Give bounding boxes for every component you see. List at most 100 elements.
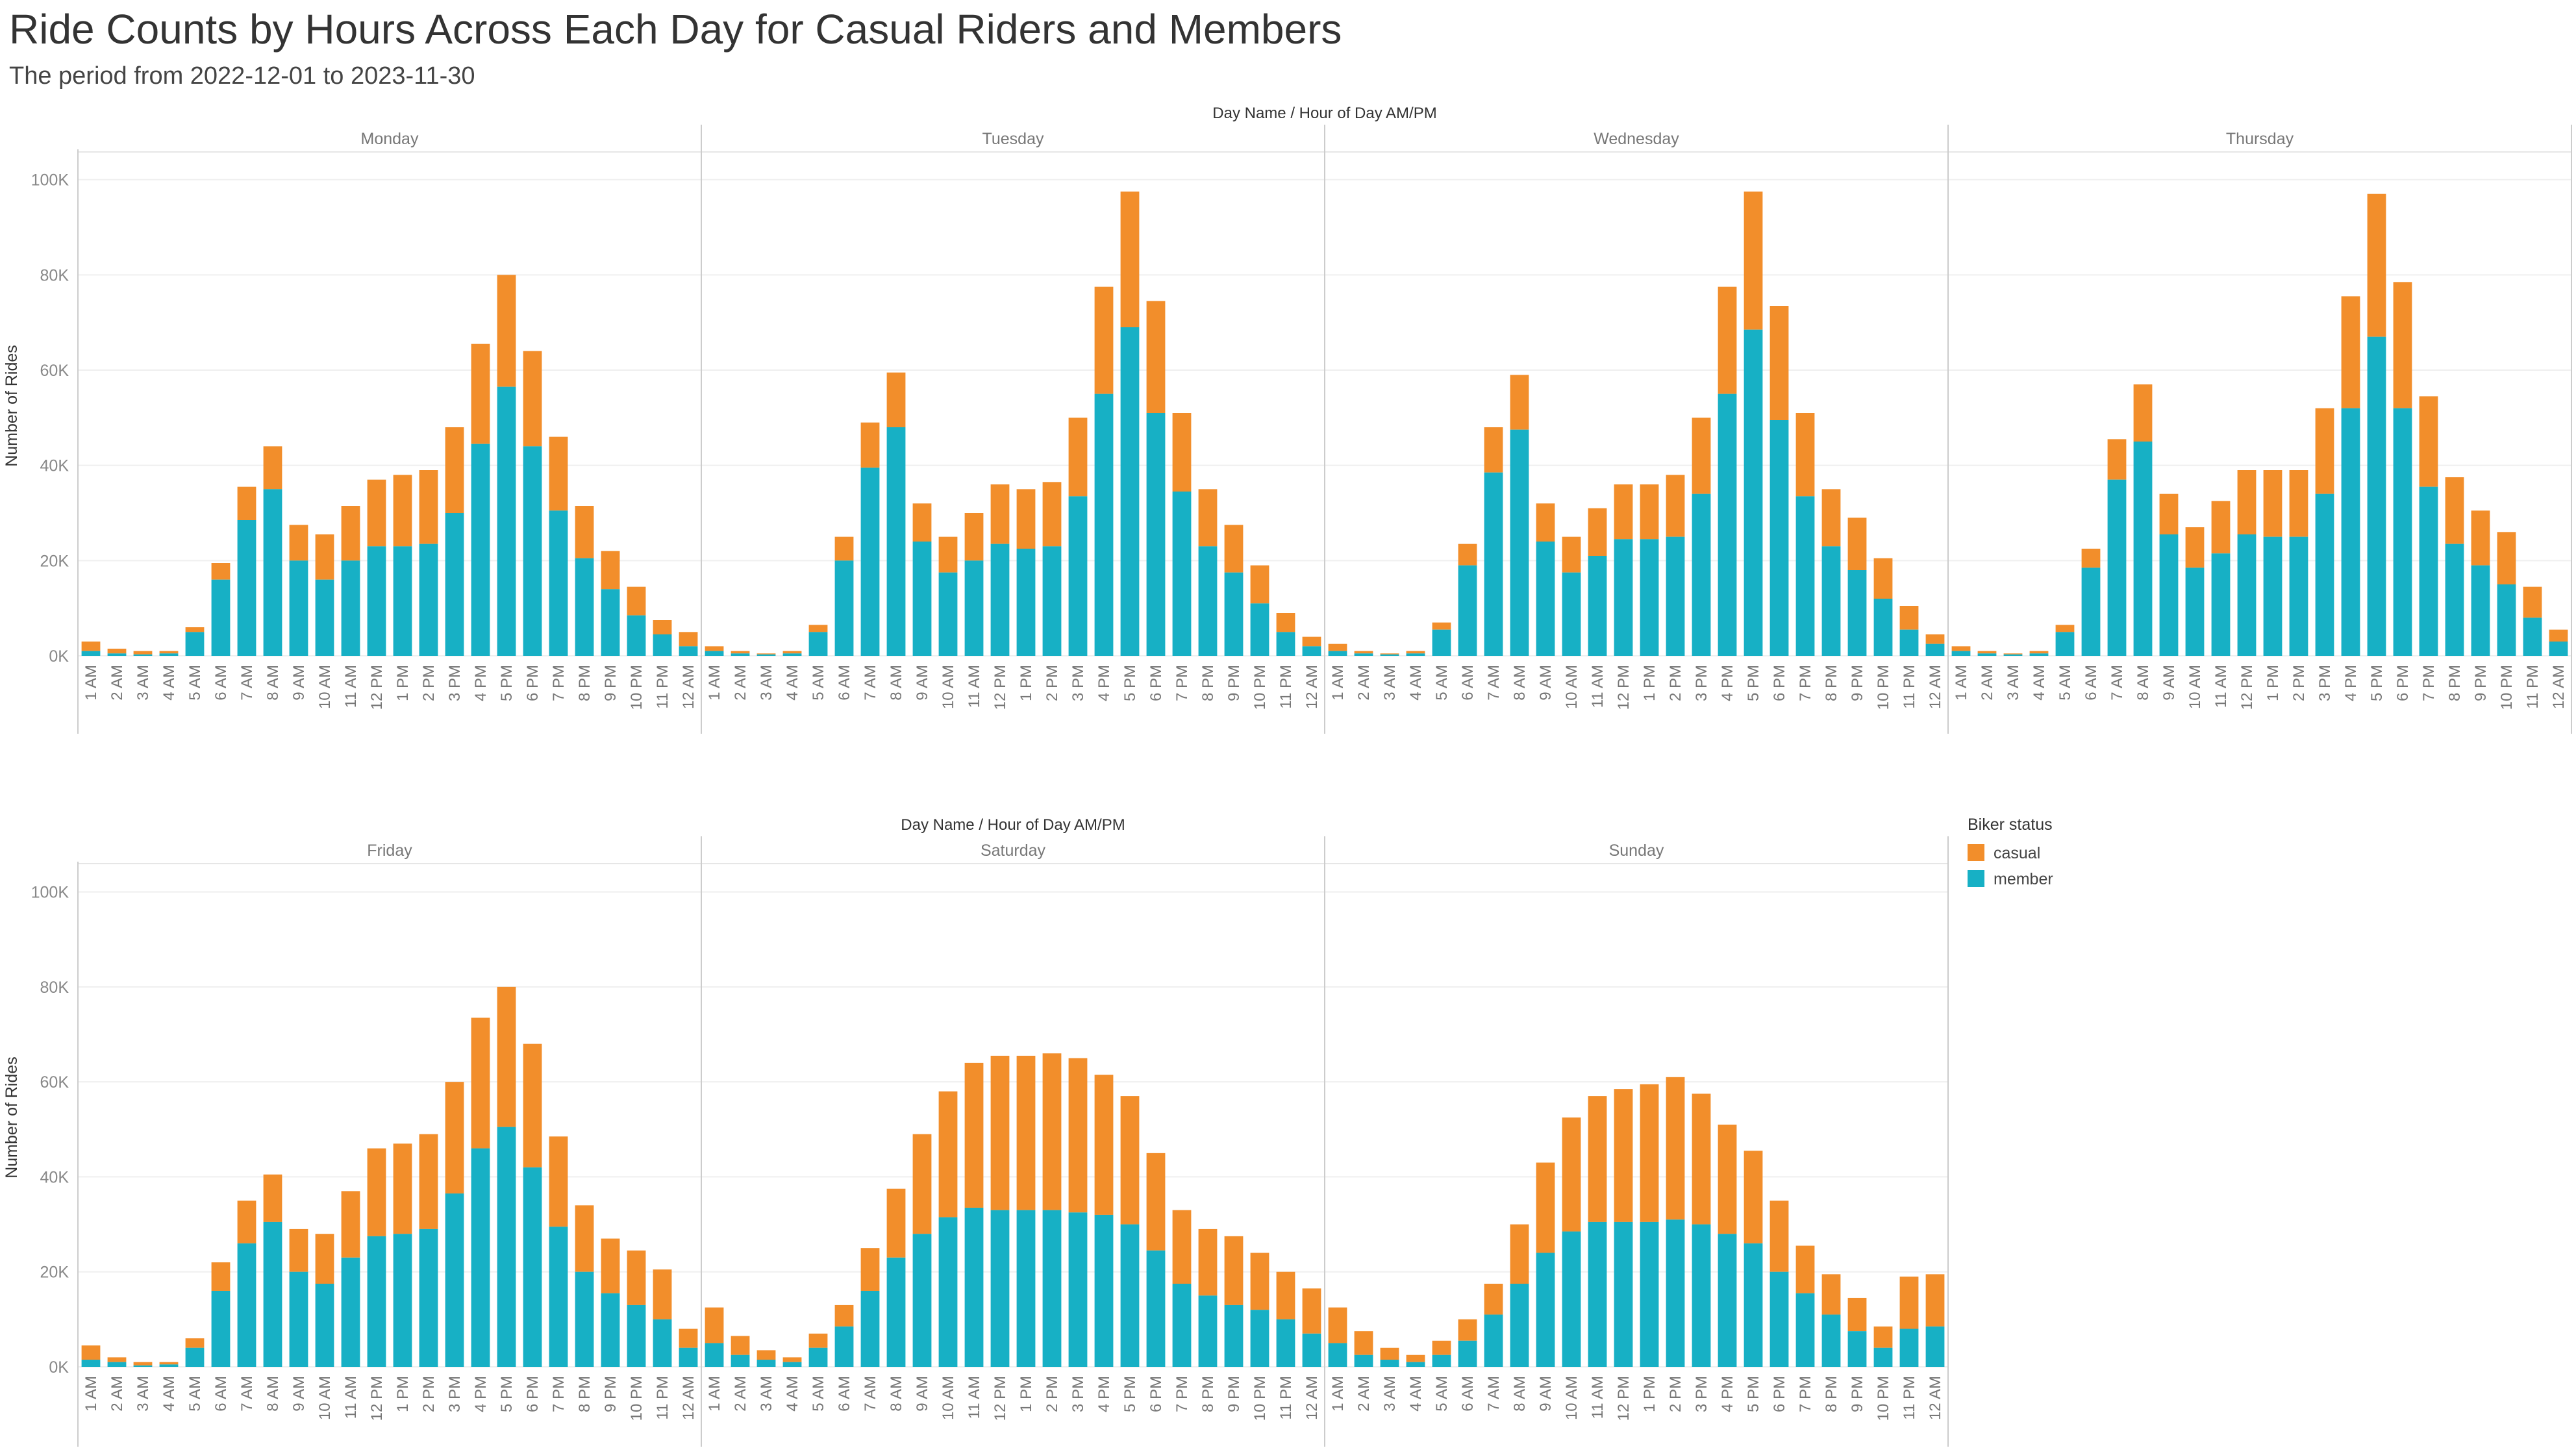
bar-casual bbox=[1510, 1224, 1529, 1284]
bar-member bbox=[1769, 420, 1789, 656]
x-tick-label: 10 PM bbox=[628, 665, 645, 710]
bar-member bbox=[1172, 1284, 1192, 1367]
bar-casual bbox=[627, 1250, 646, 1305]
bar-casual bbox=[964, 1062, 984, 1208]
bar-member bbox=[523, 1167, 542, 1367]
x-tick-label: 5 PM bbox=[2368, 665, 2386, 701]
x-tick-label: 6 PM bbox=[524, 665, 542, 701]
bar-casual bbox=[1536, 503, 1555, 542]
bar-casual bbox=[601, 1238, 620, 1293]
x-tick-label: 4 PM bbox=[1719, 665, 1736, 701]
bar-casual bbox=[1172, 413, 1192, 492]
x-tick-label: 5 AM bbox=[186, 1376, 204, 1412]
bar-member bbox=[445, 513, 464, 656]
x-tick-label: 9 PM bbox=[1225, 665, 1243, 701]
x-tick-label: 11 PM bbox=[1901, 1376, 1918, 1420]
bar-member bbox=[1354, 653, 1373, 656]
x-tick-label: 2 PM bbox=[1667, 1376, 1684, 1412]
bar-casual bbox=[263, 1174, 282, 1222]
bar-member bbox=[185, 1347, 205, 1367]
bar-casual bbox=[1380, 1347, 1399, 1360]
bar-member bbox=[549, 510, 568, 656]
bar-casual bbox=[2289, 470, 2308, 537]
bar-member bbox=[2315, 493, 2334, 656]
facet-header-label: Day Name / Hour of Day AM/PM bbox=[901, 816, 1125, 834]
bar-member bbox=[731, 1354, 750, 1367]
x-tick-label: 3 PM bbox=[446, 665, 464, 701]
x-tick-label: 10 AM bbox=[1563, 665, 1581, 709]
x-tick-label: 1 PM bbox=[1641, 665, 1658, 701]
bar-member bbox=[860, 1290, 880, 1367]
bar-casual bbox=[1666, 1077, 1685, 1220]
bar-casual bbox=[419, 470, 438, 544]
bar-member bbox=[1718, 393, 1737, 656]
bar-member bbox=[1562, 572, 1581, 656]
x-tick-label: 11 AM bbox=[966, 665, 983, 708]
bar-casual bbox=[731, 651, 750, 654]
x-tick-label: 4 AM bbox=[784, 1376, 801, 1412]
bar-casual bbox=[1821, 489, 1841, 547]
x-tick-label: 3 PM bbox=[1069, 1376, 1087, 1412]
bar-member bbox=[2107, 479, 2127, 656]
x-tick-label: 9 AM bbox=[914, 1376, 931, 1412]
bar-casual bbox=[1224, 525, 1244, 573]
bar-member bbox=[2081, 568, 2101, 656]
x-tick-label: 1 AM bbox=[706, 1376, 723, 1412]
bar-casual bbox=[601, 551, 620, 590]
x-tick-label: 6 AM bbox=[836, 1376, 853, 1412]
x-tick-label: 2 AM bbox=[108, 1376, 126, 1412]
bar-member bbox=[1614, 1221, 1633, 1367]
x-tick-label: 2 AM bbox=[1979, 665, 1996, 701]
x-tick-label: 11 PM bbox=[1277, 665, 1295, 709]
panel-label-monday: Monday bbox=[361, 130, 419, 148]
bar-member bbox=[1432, 629, 1451, 656]
bar-member bbox=[601, 589, 620, 656]
bar-casual bbox=[1899, 606, 1919, 630]
bar-casual bbox=[912, 503, 932, 542]
bar-casual bbox=[1692, 418, 1711, 494]
bar-member bbox=[575, 1271, 594, 1367]
x-tick-label: 12 PM bbox=[1615, 665, 1632, 710]
bar-casual bbox=[1614, 484, 1633, 540]
bar-casual bbox=[1873, 558, 1893, 599]
bar-member bbox=[1847, 570, 1867, 656]
bar-member bbox=[341, 560, 360, 656]
bar-member bbox=[1692, 493, 1711, 656]
bar-member bbox=[2185, 568, 2205, 656]
bar-casual bbox=[1458, 543, 1477, 566]
x-tick-label: 11 AM bbox=[966, 1376, 983, 1419]
bar-member bbox=[341, 1257, 360, 1367]
x-tick-label: 5 AM bbox=[1433, 1376, 1451, 1412]
x-tick-label: 5 AM bbox=[2057, 665, 2074, 701]
bar-member bbox=[886, 1257, 906, 1367]
bar-member bbox=[419, 1229, 438, 1367]
bar-member bbox=[705, 1343, 724, 1367]
bar-member bbox=[159, 1364, 179, 1367]
x-tick-label: 6 PM bbox=[1147, 1376, 1165, 1412]
x-tick-label: 10 PM bbox=[2498, 665, 2516, 710]
x-tick-label: 8 AM bbox=[264, 1376, 282, 1412]
x-tick-label: 4 PM bbox=[2342, 665, 2360, 701]
x-tick-label: 1 PM bbox=[1018, 665, 1035, 701]
x-tick-label: 8 AM bbox=[888, 1376, 905, 1412]
bar-member bbox=[1432, 1354, 1451, 1367]
legend-title: Biker status bbox=[1968, 816, 2053, 834]
bar-casual bbox=[1120, 192, 1140, 327]
x-tick-label: 5 PM bbox=[1745, 665, 1762, 701]
x-tick-label: 5 PM bbox=[1745, 1376, 1762, 1412]
bar-member bbox=[1302, 1333, 1321, 1367]
bar-casual bbox=[1640, 484, 1659, 540]
panel-label-thursday: Thursday bbox=[2226, 130, 2294, 148]
bar-casual bbox=[1432, 622, 1451, 630]
bar-member bbox=[1328, 651, 1347, 656]
bar-casual bbox=[1198, 1229, 1218, 1296]
bar-casual bbox=[81, 642, 101, 651]
bar-casual bbox=[782, 651, 802, 654]
bar-casual bbox=[289, 525, 308, 561]
bar-casual bbox=[315, 534, 334, 580]
x-tick-label: 10 PM bbox=[1251, 665, 1269, 710]
bar-member bbox=[1276, 1319, 1295, 1367]
bar-casual bbox=[185, 627, 205, 632]
bar-member bbox=[1094, 393, 1114, 656]
x-tick-label: 10 AM bbox=[316, 1376, 334, 1420]
